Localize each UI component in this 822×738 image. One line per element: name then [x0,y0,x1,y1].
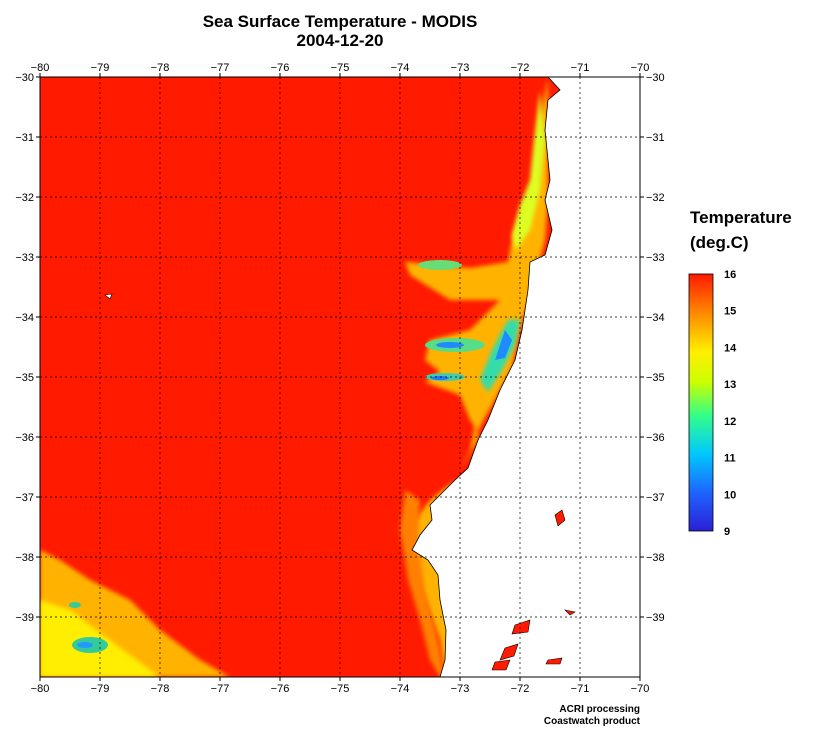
lon-label-top: −77 [211,62,230,74]
lat-label-right: −33 [646,252,665,264]
colorbar-tick-label: 16 [724,269,736,281]
lon-label-top: −79 [91,62,110,74]
lon-label-bottom: −80 [31,683,50,695]
lon-label-top: −76 [271,62,290,74]
lat-label-left: −37 [15,492,34,504]
lat-label-right: −34 [646,312,665,324]
lat-label-left: −33 [15,252,34,264]
colorbar-tick-label: 11 [724,453,736,465]
map-title: Sea Surface Temperature - MODIS [202,12,478,31]
lon-label-top: −73 [451,62,470,74]
colorbar-tick-label: 12 [724,416,736,428]
lat-label-right: −36 [646,432,665,444]
lon-label-bottom: −70 [631,683,650,695]
lat-label-right: −30 [646,72,665,84]
lat-label-left: −35 [15,372,34,384]
lon-label-top: −70 [631,62,650,74]
lon-label-bottom: −78 [151,683,170,695]
colorbar-tick-label: 9 [724,526,730,538]
lon-label-top: −74 [391,62,410,74]
colorbar-tick-label: 14 [724,342,737,354]
lat-label-right: −31 [646,132,665,144]
lat-label-left: −39 [15,612,34,624]
lon-label-bottom: −75 [331,683,350,695]
lat-label-right: −38 [646,552,665,564]
lon-label-bottom: −74 [391,683,410,695]
lon-label-bottom: −77 [211,683,230,695]
lon-label-top: −71 [571,62,590,74]
lon-label-top: −78 [151,62,170,74]
colorbar-tick-label: 10 [724,489,736,501]
colorbar [688,273,714,532]
lat-label-left: −31 [15,132,34,144]
credit-product: Coastwatch product [543,716,640,727]
lon-label-bottom: −76 [271,683,290,695]
lat-label-right: −32 [646,192,665,204]
lat-label-left: −30 [15,72,34,84]
colorbar-ticks: 16 15 14 13 12 11 10 9 [724,269,737,538]
lat-label-left: −34 [15,312,34,324]
lon-label-bottom: −73 [451,683,470,695]
lat-label-left: −32 [15,192,34,204]
axis-ticks: −80 −80 −79 −79 −78 −78 −77 −77 −76 −76 −75 −75 −74 −… [15,62,664,695]
graticule [40,77,640,677]
lat-label-left: −38 [15,552,34,564]
lat-label-right: −39 [646,612,665,624]
lon-label-bottom: −71 [571,683,590,695]
colorbar-tick-label: 15 [724,306,736,318]
lon-label-top: −80 [31,62,50,74]
colorbar-units: (deg.C) [690,233,749,252]
lon-label-bottom: −72 [511,683,530,695]
lon-label-top: −75 [331,62,350,74]
lat-label-right: −35 [646,372,665,384]
colorbar-title: Temperature [690,208,792,227]
lon-label-top: −72 [511,62,530,74]
lon-label-bottom: −79 [91,683,110,695]
lat-label-left: −36 [15,432,34,444]
lat-label-right: −37 [646,492,665,504]
credit-processing: ACRI processing [559,704,640,715]
colorbar-tick-label: 13 [724,379,736,391]
map-date: 2004-12-20 [296,31,384,50]
